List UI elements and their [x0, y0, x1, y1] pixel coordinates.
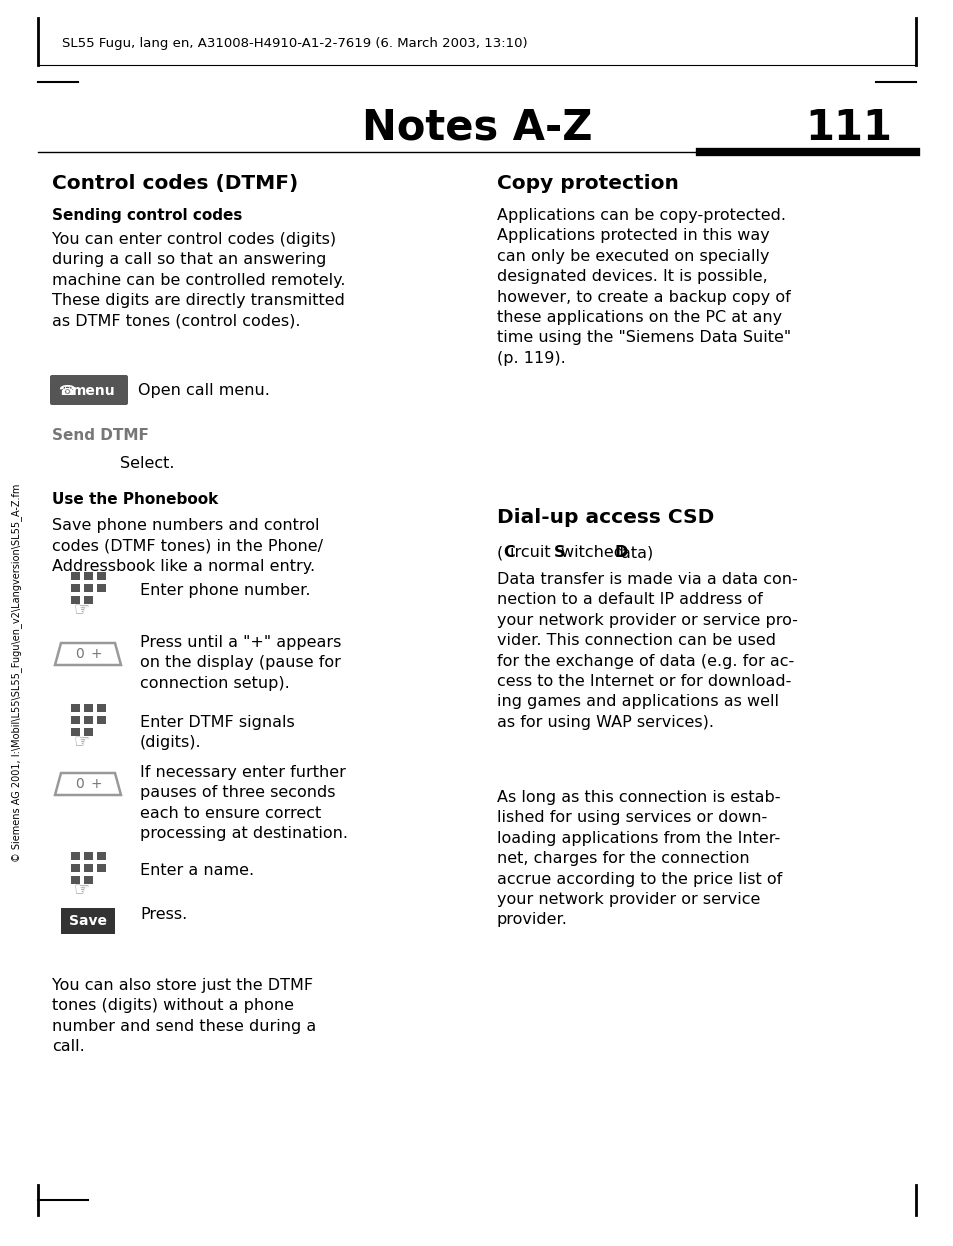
Bar [71, 863, 80, 872]
Text: ☞: ☞ [74, 731, 90, 750]
Bar [71, 596, 80, 604]
Text: +: + [91, 778, 102, 791]
Text: Enter phone number.: Enter phone number. [140, 583, 310, 598]
Text: menu: menu [71, 384, 115, 397]
Text: Copy protection: Copy protection [497, 174, 679, 193]
Text: Data transfer is made via a data con-
nection to a default IP address of
your ne: Data transfer is made via a data con- ne… [497, 572, 797, 730]
Bar [71, 728, 80, 736]
Bar [97, 704, 106, 711]
Text: Open call menu.: Open call menu. [138, 384, 270, 399]
Text: Applications can be copy-protected.
Applications protected in this way
can only : Applications can be copy-protected. Appl… [497, 208, 790, 366]
Text: (: ( [497, 545, 503, 559]
Text: Enter DTMF signals
(digits).: Enter DTMF signals (digits). [140, 715, 294, 750]
Text: witched: witched [560, 545, 628, 559]
Text: © Siemens AG 2001, I:\Mobil\L55\SL55_Fugu\en_v2\Langversion\SL55_A-Z.fm: © Siemens AG 2001, I:\Mobil\L55\SL55_Fug… [11, 483, 23, 862]
Text: As long as this connection is estab-
lished for using services or down-
loading : As long as this connection is estab- lis… [497, 790, 781, 927]
Text: If necessary enter further
pauses of three seconds
each to ensure correct
proces: If necessary enter further pauses of thr… [140, 765, 348, 841]
Text: Sending control codes: Sending control codes [52, 208, 242, 223]
Bar [84, 704, 92, 711]
Text: Enter a name.: Enter a name. [140, 863, 253, 878]
Bar [71, 876, 80, 883]
Text: Press until a "+" appears
on the display (pause for
connection setup).: Press until a "+" appears on the display… [140, 635, 341, 690]
FancyBboxPatch shape [61, 908, 115, 934]
FancyBboxPatch shape [50, 375, 128, 405]
Text: ☎: ☎ [58, 384, 75, 397]
Text: Use the Phonebook: Use the Phonebook [52, 492, 218, 507]
Text: S: S [554, 545, 565, 559]
Text: +: + [91, 647, 102, 660]
Text: You can enter control codes (digits)
during a call so that an answering
machine : You can enter control codes (digits) dur… [52, 232, 345, 329]
Polygon shape [55, 643, 121, 665]
Bar [84, 728, 92, 736]
Bar [84, 852, 92, 860]
Bar [97, 572, 106, 579]
Text: 0: 0 [75, 778, 84, 791]
Bar [84, 572, 92, 579]
Text: Notes A-Z: Notes A-Z [361, 107, 592, 150]
Text: Select.: Select. [120, 456, 174, 471]
Text: SL55 Fugu, lang en, A31008-H4910-A1-2-7619 (6. March 2003, 13:10): SL55 Fugu, lang en, A31008-H4910-A1-2-76… [62, 36, 527, 50]
Text: Control codes (DTMF): Control codes (DTMF) [52, 174, 298, 193]
Bar [71, 584, 80, 592]
Bar [84, 876, 92, 883]
Text: D: D [614, 545, 627, 559]
Text: 111: 111 [804, 107, 891, 150]
Text: You can also store just the DTMF
tones (digits) without a phone
number and send : You can also store just the DTMF tones (… [52, 978, 315, 1054]
Text: Send DTMF: Send DTMF [52, 427, 149, 444]
Text: ☞: ☞ [74, 880, 90, 898]
Bar [84, 596, 92, 604]
Bar [71, 572, 80, 579]
Bar [71, 704, 80, 711]
Bar [84, 584, 92, 592]
Text: Dial-up access CSD: Dial-up access CSD [497, 508, 714, 527]
Text: 0: 0 [75, 647, 84, 660]
Bar [97, 584, 106, 592]
Bar [97, 716, 106, 724]
Text: ata): ata) [620, 545, 653, 559]
Bar [71, 852, 80, 860]
Text: ☞: ☞ [74, 601, 90, 618]
Bar [97, 863, 106, 872]
Bar [84, 863, 92, 872]
Text: ircuit: ircuit [510, 545, 556, 559]
Text: C: C [503, 545, 515, 559]
Bar [97, 852, 106, 860]
Text: Save: Save [69, 915, 107, 928]
Bar [71, 716, 80, 724]
Text: Press.: Press. [140, 907, 187, 922]
Text: Save phone numbers and control
codes (DTMF tones) in the Phone/
Addressbook like: Save phone numbers and control codes (DT… [52, 518, 323, 574]
Polygon shape [55, 773, 121, 795]
Bar [84, 716, 92, 724]
